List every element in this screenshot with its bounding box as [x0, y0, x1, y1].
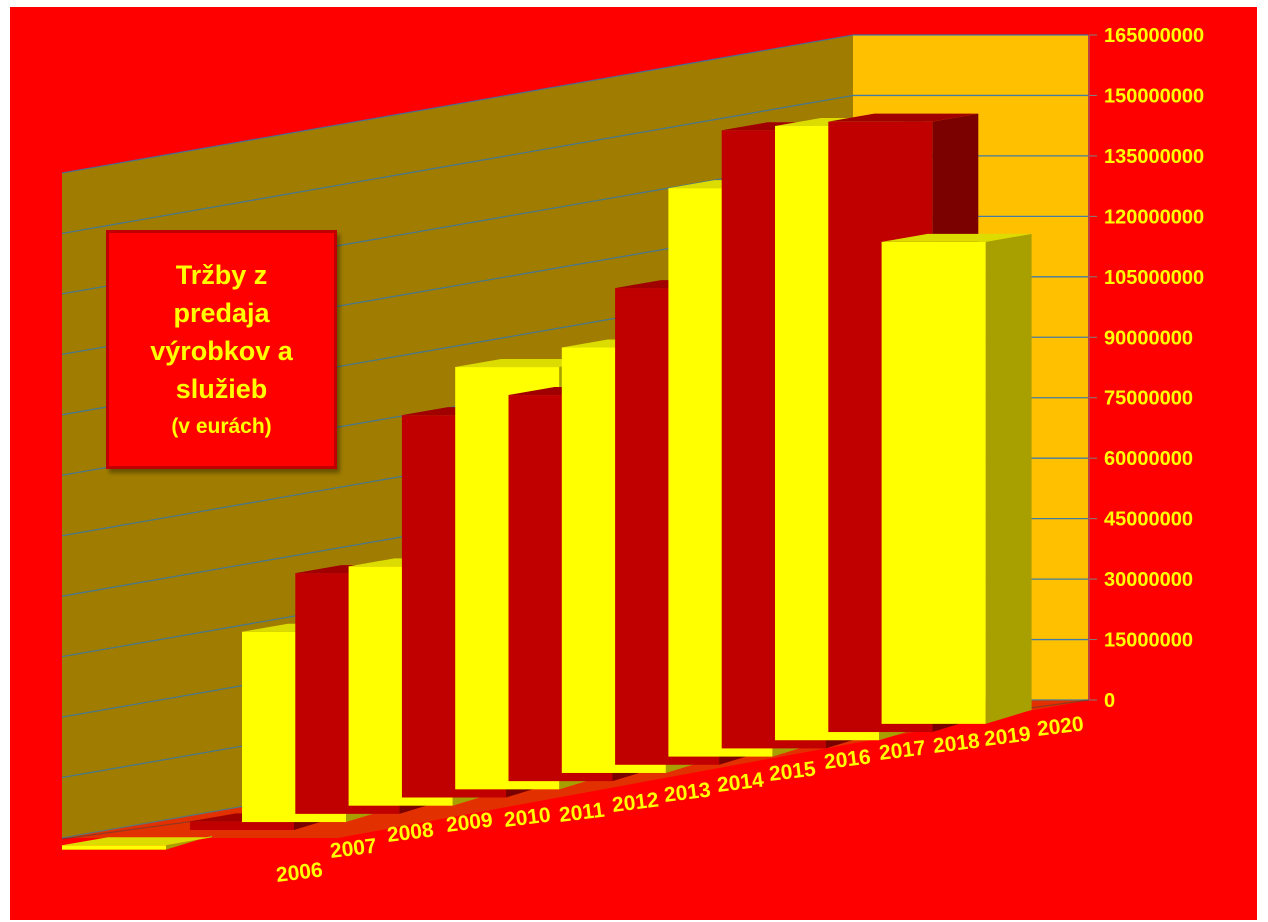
bar-front: [62, 845, 166, 850]
y-tick-label: 45000000: [1104, 509, 1193, 531]
y-tick-label: 135000000: [1104, 146, 1204, 168]
y-tick-label: 60000000: [1104, 448, 1193, 470]
bar-top: [828, 113, 979, 122]
y-tick-label: 120000000: [1104, 206, 1204, 228]
x-tick-label: 2006: [275, 858, 324, 887]
y-tick-label: 90000000: [1104, 327, 1193, 349]
x-tick-label: 2013: [663, 778, 712, 807]
x-tick-label: 2010: [503, 803, 552, 832]
x-tick-label: 2012: [611, 788, 660, 817]
bar-2006: [62, 835, 212, 850]
chart-title-line-3: výrobkov a: [150, 335, 293, 366]
y-tick-label: 105000000: [1104, 267, 1204, 289]
gridline-back: [61, 94, 854, 235]
chart-title-line-2: predaja: [173, 297, 270, 328]
x-tick-label: 2009: [445, 808, 494, 837]
x-tick-label: 2016: [823, 745, 872, 774]
x-tick-label: 2007: [329, 834, 378, 863]
y-tick-label: 30000000: [1104, 569, 1193, 591]
chart-title-line-4: služieb: [175, 373, 268, 404]
x-tick-label: 2017: [878, 736, 927, 765]
chart-title-line-1: Tržby z: [175, 259, 268, 290]
x-tick-label: 2008: [386, 818, 435, 847]
bar-front: [881, 241, 986, 724]
y-tick-label: 165000000: [1104, 25, 1204, 47]
bar-top: [62, 837, 212, 846]
gridline-back: [61, 34, 854, 174]
bar-2020: [881, 233, 1032, 724]
y-tick-label: 75000000: [1104, 388, 1193, 410]
x-tick-label: 2018: [932, 729, 981, 758]
bar-front: [190, 821, 294, 831]
x-tick-label: 2019: [983, 722, 1032, 751]
bar-side: [985, 233, 1032, 724]
y-tick-label: 150000000: [1104, 85, 1204, 107]
x-tick-label: 2014: [716, 768, 765, 797]
y-tick-label: 15000000: [1104, 630, 1193, 652]
x-tick-label: 2020: [1036, 712, 1085, 741]
chart-subtitle: (v eurách): [171, 414, 272, 438]
y-tick-label: 0: [1104, 690, 1115, 712]
x-tick-label: 2011: [558, 799, 606, 827]
chart-title-box: Tržby z predaja výrobkov a služieb (v eu…: [106, 230, 337, 469]
bar-top: [881, 233, 1032, 242]
x-tick-label: 2015: [768, 757, 817, 786]
